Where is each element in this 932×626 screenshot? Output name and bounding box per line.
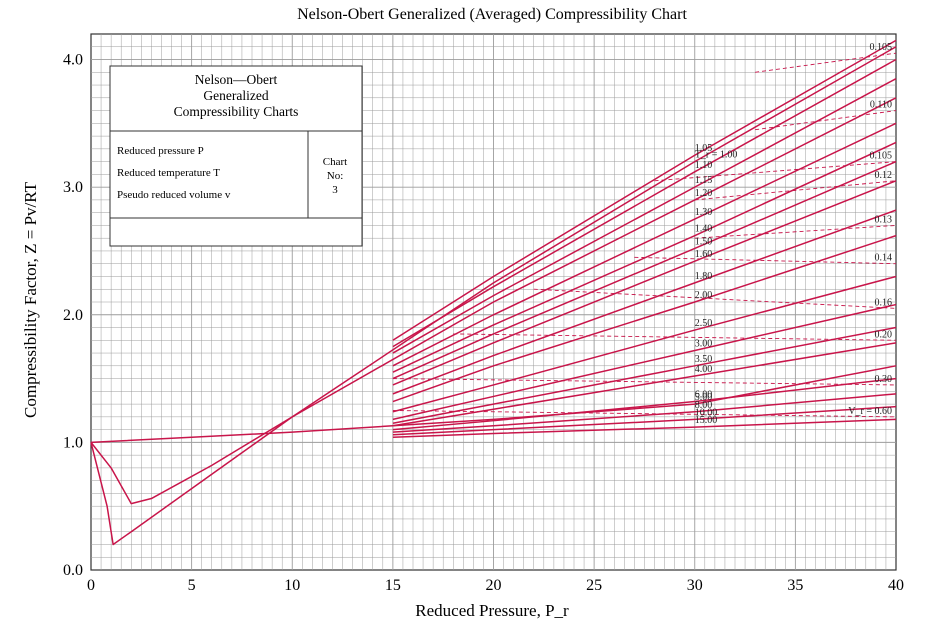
x-tick-label: 25 [586,577,602,594]
isotherm-curve [392,39,897,341]
legend-vr: Pseudo reduced volume v [117,189,231,201]
isotherm-label: 15.00 [695,415,718,426]
y-tick-label: 3.0 [63,179,83,196]
isotherm-label: 1.50 [695,236,713,247]
isochore-line [533,288,897,309]
curve-labels: 0.105 0.110 0.105 0.12 0.13 0.14 0.16 0.20 0.30 V… [695,42,892,426]
isotherm-label: 1.15 [695,175,713,186]
isochore-line [694,224,897,239]
isotherm-label: 5.00 [695,392,713,403]
y-tick-label: 0.0 [63,562,83,579]
isotherm-label: 1.60 [695,249,713,260]
isotherm-label: 3.00 [695,338,713,349]
x-tick-label: 5 [188,577,196,594]
isotherm-curve [392,377,897,431]
isotherm-curve [392,58,897,348]
isotherm-curve [392,141,897,373]
isotherm-curve [392,393,897,433]
legend-pr: Reduced pressure P [117,145,204,157]
x-tick-label: 30 [687,577,703,594]
isochore-line [755,52,897,73]
isotherm-curve [392,160,897,380]
isochore-lines [392,52,897,418]
isotherm-label: 8.00 [695,400,713,411]
isotherm-label: 1.20 [695,188,713,199]
isotherm-curve [392,326,897,424]
x-tick-label: 35 [787,577,803,594]
isochore-label: 0.105 [870,42,893,53]
isotherm-label: 1.05 [695,143,713,154]
isochore-label: 0.14 [875,253,893,264]
isochore-line [694,180,897,201]
tick-labels: 0 5 10 15 20 25 30 35 40 0.0 1.0 2.0 3.0 4.0 [63,52,904,594]
isotherm-curve [392,405,897,436]
isotherm-label: 6.00 [695,390,713,401]
isotherm-label: 4.00 [695,364,713,375]
isotherm-curve [392,209,897,395]
x-tick-label: 40 [888,577,904,594]
isochore-line [755,110,897,131]
isotherm-label: 1.40 [695,224,713,235]
legend-heading-1: Nelson—Obert [195,72,278,87]
isotherm-label: 1.30 [695,207,713,218]
x-tick-label: 15 [385,577,401,594]
y-tick-label: 2.0 [63,307,83,324]
isochore-line [453,333,897,341]
isochore-label: 0.13 [875,214,893,225]
isotherm-label: 2.00 [695,290,713,301]
isochore-line [654,161,897,182]
legend-tr: Reduced temperature T [117,167,220,179]
isotherm-label: 1.10 [695,160,713,171]
legend-box: Nelson—Obert Generalized Compressibility… [109,65,363,247]
x-tick-label: 10 [284,577,300,594]
isotherm-curve [392,234,897,403]
isotherm-curve [392,122,897,367]
x-axis-title: Reduced Pressure, P_r [415,601,569,620]
isotherm-curve [392,303,897,421]
isotherm-label: T_r = 1.00 [695,150,738,161]
isotherm-curve [392,418,897,439]
legend-heading-3: Compressibility Charts [174,104,299,119]
isotherm-curve [392,342,897,427]
isochore-label: 0.30 [875,374,893,385]
isotherm-curve [392,180,897,386]
isochore-label: 0.20 [875,329,893,340]
isochore-label: 0.16 [875,297,893,308]
isotherm-curve [392,275,897,413]
isotherm-curve [90,46,897,546]
isotherm-label: 2.50 [695,318,713,329]
chart-no-3: 3 [332,184,338,196]
y-tick-label: 4.0 [63,52,83,69]
isochore-label: 0.12 [875,170,893,181]
chart-no-1: Chart [323,156,347,168]
x-tick-label: 0 [87,577,95,594]
isotherm-curve [392,78,897,354]
isotherm-label: 1.80 [695,271,713,282]
y-tick-label: 1.0 [63,434,83,451]
chart-title: Nelson-Obert Generalized (Averaged) Comp… [297,6,687,23]
isochore-label: V_r = 0.60 [848,406,892,417]
chart-no-2: No: [327,170,344,182]
isochore-line [634,256,897,265]
isotherm-curve [90,97,897,505]
isotherm-label: 3.50 [695,354,713,365]
isotherm-curves [90,39,897,546]
x-tick-label: 20 [486,577,502,594]
isotherm-label: 10.00 [695,407,718,418]
y-axis-title: Compressibility Factor, Z = Pv/RT [21,181,40,418]
isochore-label: 0.110 [870,100,892,111]
legend-heading-2: Generalized [203,88,268,103]
isochore-label: 0.105 [870,151,893,162]
